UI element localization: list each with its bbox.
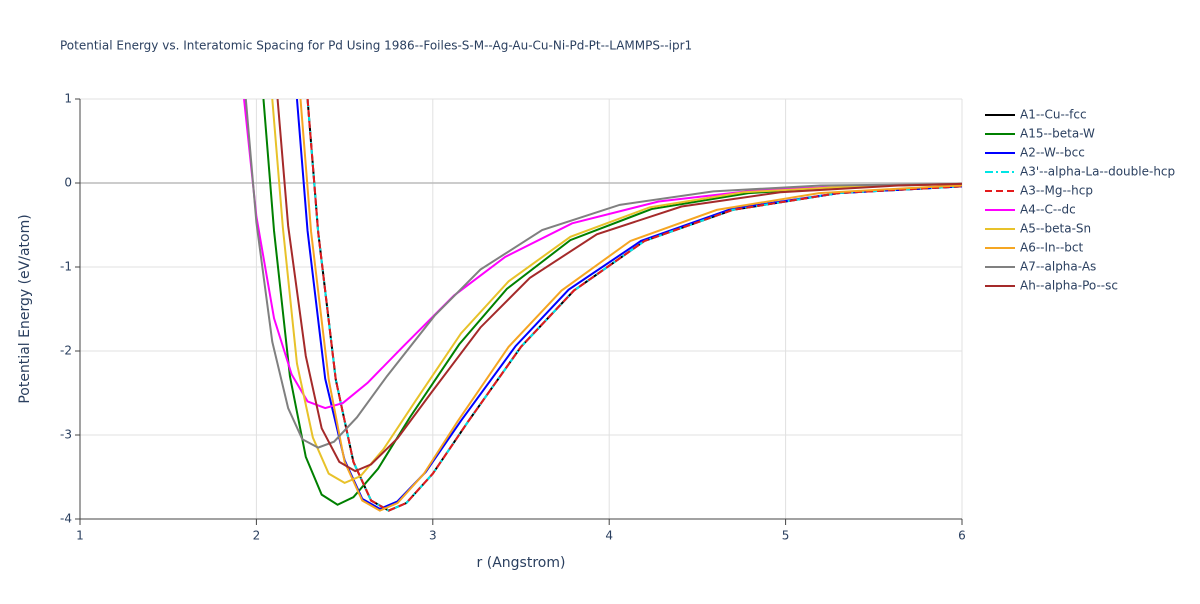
legend-item: A6--In--bct [985,241,1084,255]
legend-label: A5--beta-Sn [1020,222,1091,236]
legend-item: A3--Mg--hcp [985,184,1093,198]
plot-area [243,99,962,512]
series-line [306,99,962,512]
axes: 1 2 3 4 5 6 -4 -3 -2 -1 0 1 [60,92,966,543]
series-line [295,99,962,511]
series-line [262,99,962,506]
legend-item: Ah--alpha-Po--sc [985,279,1118,293]
y-tick-label: 0 [64,176,72,190]
legend-item: A2--W--bcc [985,146,1085,160]
x-axis-title: r (Angstrom) [477,555,566,571]
x-tick-label: 3 [429,529,437,543]
legend-label: A3--Mg--hcp [1020,184,1093,198]
series-line [243,99,962,410]
legend-item: A1--Cu--fcc [985,108,1087,122]
y-tick-label: -3 [60,428,72,442]
x-tick-label: 5 [782,529,790,543]
legend-label: A2--W--bcc [1020,146,1085,160]
series-line [299,99,962,512]
legend-item: A15--beta-W [985,127,1095,141]
legend-label: A7--alpha-As [1020,260,1096,274]
y-tick-label: -4 [60,512,72,526]
x-tick-label: 1 [76,529,84,543]
series-line [271,99,962,484]
y-tick-label: -1 [60,260,72,274]
legend-label: Ah--alpha-Po--sc [1020,279,1118,293]
legend-item: A5--beta-Sn [985,222,1091,236]
x-tick-label: 4 [605,529,613,543]
legend-label: A15--beta-W [1020,127,1095,141]
chart-title: Potential Energy vs. Interatomic Spacing… [60,39,692,53]
x-tick-label: 2 [253,529,261,543]
y-tick-label: 1 [64,92,72,106]
legend-item: A7--alpha-As [985,260,1096,274]
legend-label: A6--In--bct [1020,241,1084,255]
x-tick-label: 6 [958,529,966,543]
grid [79,98,963,520]
y-tick-label: -2 [60,344,72,358]
y-axis-title: Potential Energy (eV/atom) [17,214,33,403]
series-line [276,99,962,473]
legend-item: A4--C--dc [985,203,1076,217]
legend-label: A1--Cu--fcc [1020,108,1087,122]
legend-item: A3'--alpha-La--double-hcp [985,165,1175,179]
legend: A1--Cu--fcc A15--beta-W A2--W--bcc A3'--alp… [985,108,1175,293]
legend-label: A3'--alpha-La--double-hcp [1020,165,1175,179]
legend-label: A4--C--dc [1020,203,1076,217]
series-line [244,99,962,449]
series-line [306,99,962,512]
series-line [306,99,962,512]
